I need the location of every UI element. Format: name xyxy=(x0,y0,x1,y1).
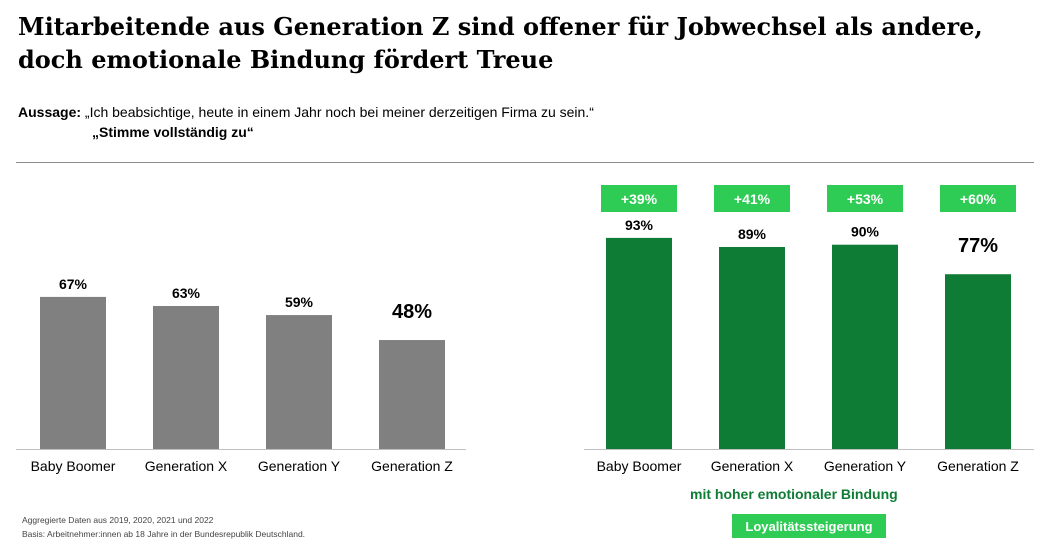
x-tick-label: Generation Z xyxy=(371,458,453,474)
bar xyxy=(945,274,1011,449)
title-line-1: Mitarbeitende aus Generation Z sind offe… xyxy=(18,12,983,41)
bar xyxy=(719,246,785,449)
increase-badge xyxy=(827,185,903,212)
increase-label: +39% xyxy=(621,191,658,207)
statement-answer: „Stimme vollständig zu“ xyxy=(92,124,254,140)
bar xyxy=(266,315,332,449)
page-title: Mitarbeitende aus Generation Z sind offe… xyxy=(18,10,1038,76)
x-tick-label: Generation Y xyxy=(258,458,341,474)
increase-label: +60% xyxy=(960,191,997,207)
data-label: 89% xyxy=(738,226,767,242)
data-label: 93% xyxy=(625,217,654,233)
bar xyxy=(832,244,898,449)
statement: Aussage: „Ich beabsichtige, heute in ein… xyxy=(18,104,594,120)
data-label: 77% xyxy=(958,235,998,257)
bar xyxy=(379,340,445,449)
x-tick-label: Generation Y xyxy=(824,458,907,474)
title-line-2: doch emotionale Bindung fördert Treue xyxy=(18,45,554,74)
x-tick-label: Baby Boomer xyxy=(31,458,116,474)
bar xyxy=(606,237,672,449)
increase-badge xyxy=(601,185,677,212)
divider xyxy=(16,162,1034,163)
increase-badge xyxy=(714,185,790,212)
footnote-1: Aggregierte Daten aus 2019, 2020, 2021 u… xyxy=(22,515,214,525)
increase-label: +53% xyxy=(847,191,884,207)
increase-badge xyxy=(940,185,1016,212)
x-tick-label: Baby Boomer xyxy=(597,458,682,474)
increase-label: +41% xyxy=(734,191,771,207)
data-label: 67% xyxy=(59,276,88,292)
bar xyxy=(40,296,106,449)
data-label: 63% xyxy=(172,285,201,301)
statement-label: Aussage: xyxy=(18,104,82,120)
x-tick-label: Generation X xyxy=(145,458,228,474)
x-tick-label: Generation Z xyxy=(937,458,1019,474)
data-label: 90% xyxy=(851,224,880,240)
data-label: 48% xyxy=(392,301,432,323)
data-label: 59% xyxy=(285,294,314,310)
loyalty-badge: Loyalitätssteigerung xyxy=(732,514,886,538)
bar xyxy=(153,305,219,449)
statement-text: „Ich beabsichtige, heute in einem Jahr n… xyxy=(84,104,594,120)
footnote-2: Basis: Arbeitnehmer:innen ab 18 Jahre in… xyxy=(22,529,306,539)
x-tick-label: Generation X xyxy=(711,458,794,474)
group-label: mit hoher emotionaler Bindung xyxy=(690,486,898,502)
